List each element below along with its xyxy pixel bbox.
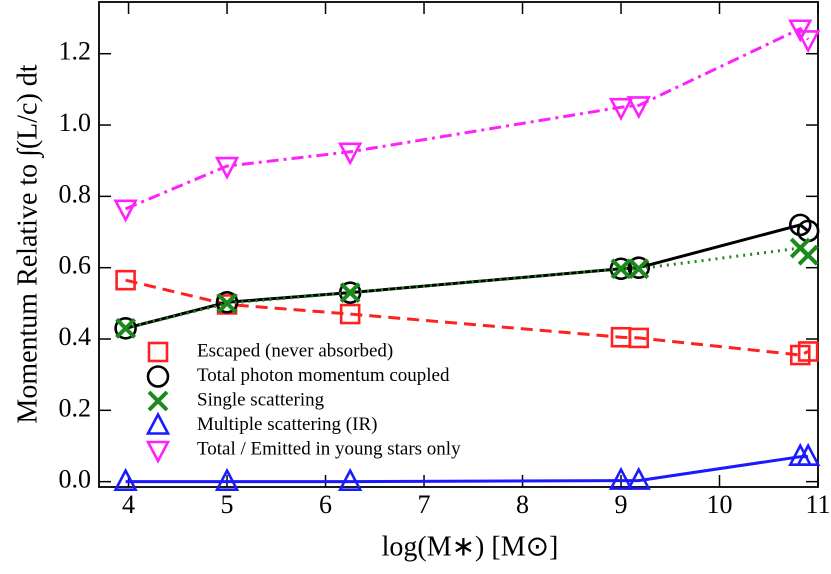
y-tick-label: 0.0 bbox=[59, 465, 92, 494]
x-axis-label: log(M∗) [M⊙] bbox=[382, 531, 559, 562]
series-line bbox=[125, 246, 810, 330]
marker bbox=[216, 292, 238, 314]
marker bbox=[214, 156, 240, 180]
marker bbox=[338, 467, 363, 491]
legend-label: Total photon momentum coupled bbox=[197, 365, 450, 386]
x-tick-label: 6 bbox=[319, 490, 332, 519]
x-tick-label: 8 bbox=[516, 490, 529, 519]
marker bbox=[608, 466, 634, 490]
marker bbox=[797, 244, 819, 266]
marker bbox=[115, 317, 137, 339]
marker bbox=[145, 440, 171, 464]
marker bbox=[215, 290, 239, 314]
x-tick-label: 9 bbox=[615, 490, 628, 519]
marker bbox=[626, 96, 651, 120]
legend-label: Total / Emitted in young stars only bbox=[197, 438, 461, 459]
marker bbox=[339, 282, 361, 304]
marker bbox=[628, 258, 650, 280]
marker bbox=[146, 365, 170, 388]
marker bbox=[339, 303, 361, 325]
marker bbox=[114, 317, 137, 340]
y-tick-label: 1.0 bbox=[59, 108, 92, 137]
x-tick-label: 5 bbox=[221, 490, 234, 519]
x-tick-label: 10 bbox=[707, 490, 733, 519]
y-axis-label: Momentum Relative to ∫(L/c) dt bbox=[12, 64, 44, 423]
marker bbox=[795, 30, 821, 54]
legend-label: Single scattering bbox=[197, 389, 325, 410]
marker bbox=[214, 467, 240, 491]
x-tick-label: 7 bbox=[418, 490, 431, 519]
marker bbox=[626, 466, 651, 490]
marker bbox=[338, 142, 363, 166]
marker bbox=[797, 341, 819, 362]
marker bbox=[610, 258, 632, 280]
series-line bbox=[125, 26, 810, 211]
marker bbox=[115, 269, 136, 291]
series-line bbox=[125, 455, 809, 484]
marker bbox=[608, 97, 634, 121]
marker bbox=[147, 341, 169, 363]
marker bbox=[113, 199, 138, 223]
y-tick-label: 0.8 bbox=[59, 179, 92, 208]
marker bbox=[627, 256, 651, 279]
x-tick-label: 4 bbox=[122, 490, 135, 519]
plot-frame bbox=[98, 1, 819, 488]
x-tick-label: 11 bbox=[805, 490, 830, 519]
marker bbox=[795, 442, 821, 466]
marker bbox=[145, 411, 171, 435]
y-tick-label: 1.2 bbox=[59, 37, 92, 66]
y-tick-label: 0.4 bbox=[59, 322, 92, 351]
marker bbox=[628, 327, 650, 349]
legend-label: Multiple scattering (IR) bbox=[197, 414, 377, 435]
marker bbox=[147, 390, 169, 412]
y-tick-label: 0.2 bbox=[59, 393, 92, 422]
y-tick-label: 0.6 bbox=[59, 251, 92, 280]
legend-label: Escaped (never absorbed) bbox=[197, 340, 393, 361]
marker bbox=[113, 467, 138, 491]
